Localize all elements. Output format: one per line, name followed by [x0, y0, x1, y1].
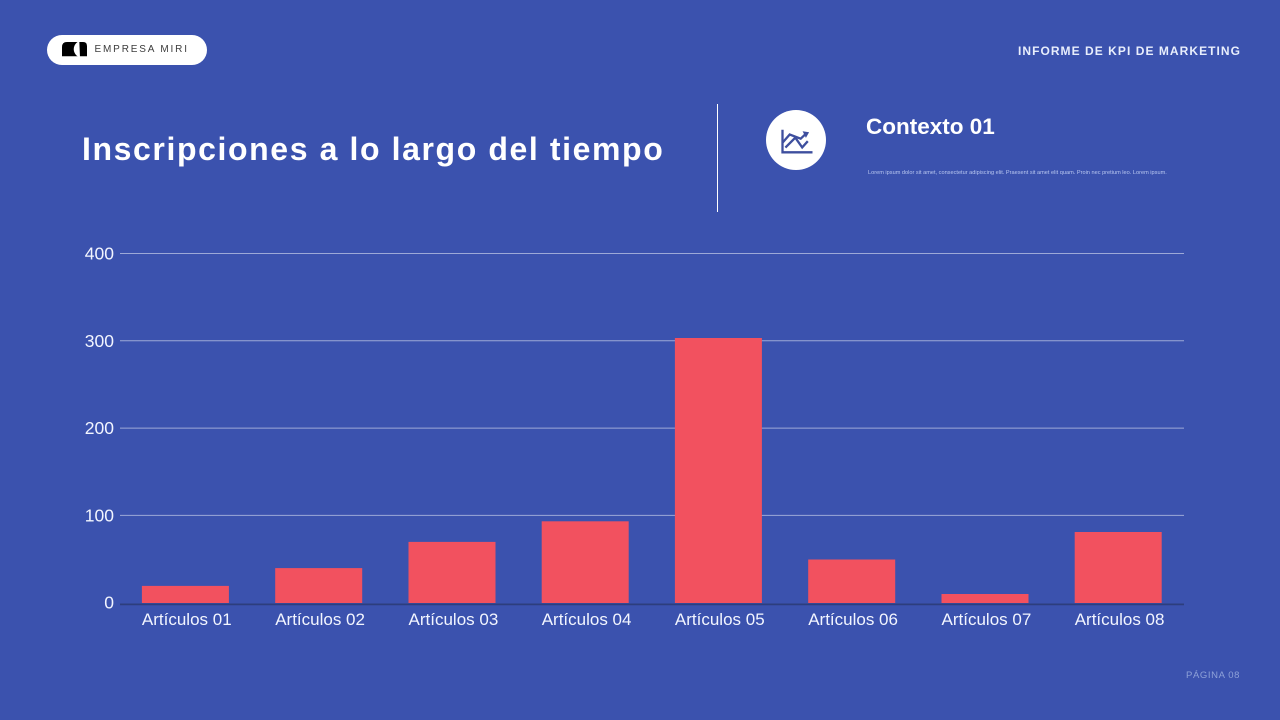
svg-text:200: 200 — [85, 418, 114, 438]
svg-text:Artículos 06: Artículos 06 — [808, 610, 898, 629]
svg-text:100: 100 — [85, 505, 114, 525]
svg-text:Artículos 04: Artículos 04 — [542, 610, 632, 629]
svg-text:Artículos 02: Artículos 02 — [275, 610, 365, 629]
svg-text:Artículos 03: Artículos 03 — [409, 610, 499, 629]
svg-text:400: 400 — [85, 244, 114, 264]
svg-text:Artículos 08: Artículos 08 — [1075, 610, 1165, 629]
svg-text:0: 0 — [104, 593, 114, 613]
svg-text:Artículos 01: Artículos 01 — [142, 610, 232, 629]
svg-text:300: 300 — [85, 331, 114, 351]
svg-text:Artículos 05: Artículos 05 — [675, 610, 765, 629]
svg-text:Artículos 07: Artículos 07 — [942, 610, 1032, 629]
